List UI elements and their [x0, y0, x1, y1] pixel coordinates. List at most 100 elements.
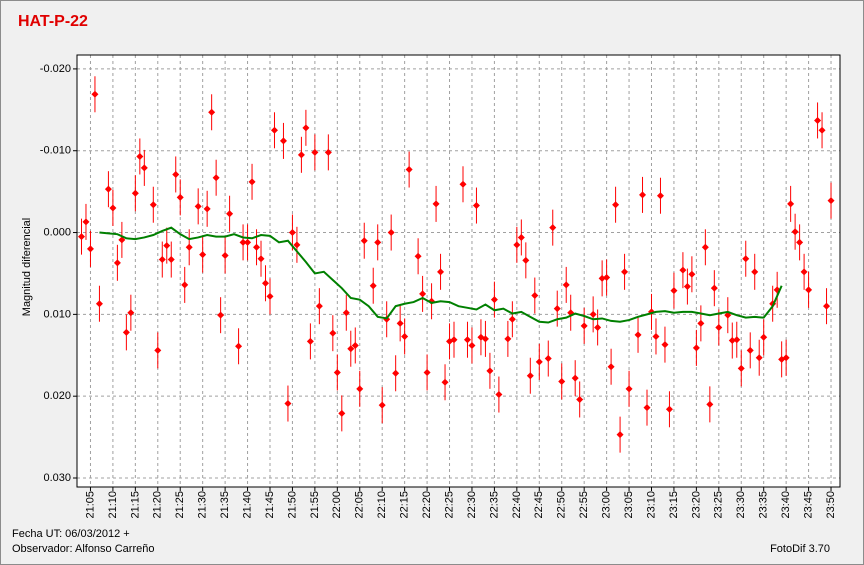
x-tick-label: 21:40 [241, 491, 253, 519]
data-point [746, 346, 754, 354]
x-tick-label: 22:25 [443, 491, 455, 519]
data-point [122, 328, 130, 336]
data-point [284, 400, 292, 408]
data-point [293, 241, 301, 249]
data-point [441, 378, 449, 386]
data-point [580, 322, 588, 330]
data-point [136, 152, 144, 160]
data-point [172, 170, 180, 178]
data-point [679, 266, 687, 274]
data-point [603, 274, 611, 282]
data-point [787, 200, 795, 208]
data-point [288, 229, 296, 237]
data-point [513, 241, 521, 249]
data-point [253, 243, 261, 251]
data-point [270, 126, 278, 134]
x-tick-label: 22:35 [488, 491, 500, 519]
footer-date: Fecha UT: 06/03/2012 + [12, 528, 130, 540]
data-point [589, 310, 597, 318]
data-point [329, 329, 337, 337]
x-tick-label: 23:25 [713, 491, 725, 519]
x-tick-label: 21:55 [309, 491, 321, 519]
data-point [737, 364, 745, 372]
data-point [517, 233, 525, 241]
data-point [450, 336, 458, 344]
data-point [342, 309, 350, 317]
data-point [459, 180, 467, 188]
data-point [248, 178, 256, 186]
data-point [176, 193, 184, 201]
x-tick-label: 23:20 [690, 491, 702, 519]
data-point [356, 385, 364, 393]
x-tick-label: 23:05 [623, 491, 635, 519]
data-point [163, 242, 171, 250]
data-point [378, 401, 386, 409]
x-tick-label: 22:40 [511, 491, 523, 519]
x-tick-label: 23:35 [758, 491, 770, 519]
data-point [701, 243, 709, 251]
data-point [423, 368, 431, 376]
data-point [796, 238, 804, 246]
data-point [194, 202, 202, 210]
footer-software: FotoDif 3.70 [770, 543, 830, 555]
x-tick-label: 23:45 [802, 491, 814, 519]
data-point [338, 409, 346, 417]
data-point [562, 281, 570, 289]
data-point [127, 309, 135, 317]
data-point [347, 345, 355, 353]
x-tick-label: 21:15 [129, 491, 141, 519]
data-point [692, 344, 700, 352]
data-point [369, 282, 377, 290]
data-point [279, 137, 287, 145]
data-point [419, 290, 427, 298]
data-point [652, 332, 660, 340]
y-axis-label: Magnitud diferencial [21, 218, 33, 316]
x-tick-label: 23:10 [645, 491, 657, 519]
trend-line [99, 226, 783, 324]
data-point [706, 400, 714, 408]
data-point [109, 204, 117, 212]
data-point [468, 341, 476, 349]
data-point [688, 270, 696, 278]
data-point [531, 292, 539, 300]
data-point [490, 296, 498, 304]
data-point [77, 233, 85, 241]
data-point [432, 200, 440, 208]
data-point [306, 337, 314, 345]
data-point [181, 281, 189, 289]
data-point [86, 245, 94, 253]
data-point [827, 197, 835, 205]
data-point [95, 300, 103, 308]
data-point [571, 374, 579, 382]
x-tick-label: 22:00 [331, 491, 343, 519]
data-point [800, 268, 808, 276]
data-point [495, 391, 503, 399]
data-point [715, 323, 723, 331]
y-tick-label: 0.030 [43, 472, 71, 484]
x-tick-label: 21:50 [286, 491, 298, 519]
x-tick-label: 23:15 [668, 491, 680, 519]
data-point [823, 302, 831, 310]
data-point [297, 151, 305, 159]
x-tick-label: 23:00 [601, 491, 613, 519]
data-point [262, 279, 270, 287]
plot-border [76, 54, 841, 488]
data-point [607, 363, 615, 371]
x-tick-label: 21:10 [107, 491, 119, 519]
data-point [302, 124, 310, 132]
data-point [486, 367, 494, 375]
data-point [621, 268, 629, 276]
data-point [526, 372, 534, 380]
plot-area [77, 55, 840, 487]
data-point [814, 116, 822, 124]
x-tick-label: 21:30 [197, 491, 209, 519]
data-point [553, 305, 561, 313]
data-point [661, 341, 669, 349]
data-point [91, 90, 99, 98]
data-point [544, 355, 552, 363]
data-point [401, 332, 409, 340]
data-point [558, 377, 566, 385]
x-tick-label: 21:05 [84, 491, 96, 519]
y-tick-label: 0.020 [43, 390, 71, 402]
